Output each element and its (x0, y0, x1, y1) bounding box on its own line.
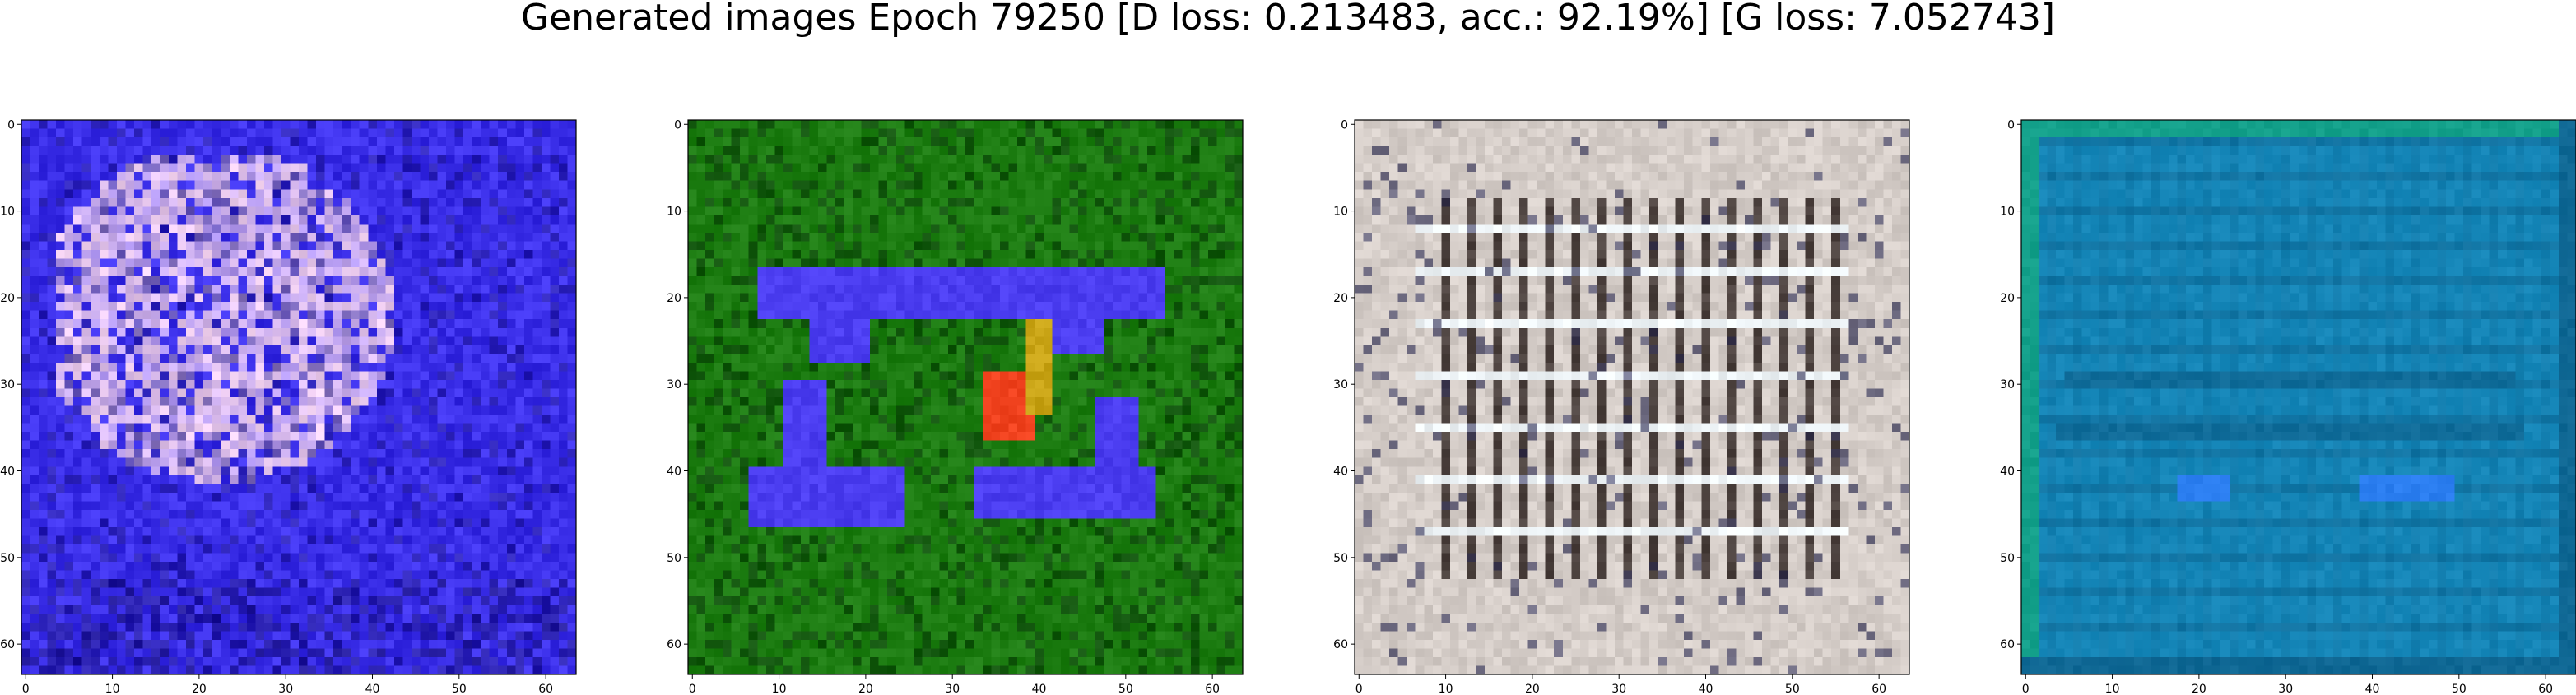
y-tick-label: 30 (667, 378, 681, 392)
generated-image-2 (688, 120, 1243, 674)
x-tick-label: 0 (22, 683, 30, 695)
generated-image-1 (21, 120, 576, 674)
y-tick-label: 0 (1341, 118, 1348, 132)
x-tick-label: 0 (689, 683, 696, 695)
y-tick-label: 60 (1333, 638, 1348, 651)
y-tick-label: 60 (2000, 638, 2015, 651)
x-tick-label: 50 (452, 683, 467, 695)
x-tick-label: 10 (2105, 683, 2120, 695)
y-tick-label: 10 (1333, 206, 1348, 219)
x-tick-label: 60 (1205, 683, 1220, 695)
x-tick-label: 20 (192, 683, 207, 695)
generated-image-panel-3: 0 0 10 10 20 20 30 30 40 40 50 50 60 60 (1355, 120, 1909, 674)
y-tick-label: 20 (2000, 292, 2015, 305)
y-tick-label: 50 (667, 552, 681, 565)
x-tick-label: 40 (1032, 683, 1047, 695)
y-tick-label: 20 (667, 292, 681, 305)
y-tick-label: 10 (667, 206, 681, 219)
y-tick-label: 40 (0, 466, 15, 479)
y-tick-label: 10 (2000, 206, 2015, 219)
x-tick-label: 10 (772, 683, 787, 695)
y-tick-label: 40 (667, 466, 681, 479)
x-tick-label: 60 (1872, 683, 1886, 695)
y-tick-label: 0 (674, 118, 681, 132)
y-tick-label: 50 (1333, 552, 1348, 565)
y-tick-label: 20 (1333, 292, 1348, 305)
y-tick-label: 20 (0, 292, 15, 305)
generated-image-panel-4: 0 0 10 10 20 20 30 30 40 40 50 50 60 60 (2021, 120, 2576, 674)
y-tick-label: 10 (0, 206, 15, 219)
y-tick-label: 60 (0, 638, 15, 651)
x-tick-label: 50 (1118, 683, 1133, 695)
x-tick-label: 50 (1785, 683, 1800, 695)
figure-title: Generated images Epoch 79250 [D loss: 0.… (0, 0, 2576, 36)
x-tick-label: 0 (2022, 683, 2030, 695)
y-tick-label: 0 (7, 118, 15, 132)
y-tick-label: 0 (2007, 118, 2015, 132)
y-tick-label: 50 (0, 552, 15, 565)
x-tick-label: 10 (1439, 683, 1453, 695)
x-tick-label: 30 (1611, 683, 1626, 695)
y-tick-label: 30 (0, 378, 15, 392)
y-tick-label: 50 (2000, 552, 2015, 565)
x-tick-label: 60 (538, 683, 553, 695)
x-tick-label: 30 (278, 683, 293, 695)
x-tick-label: 60 (2538, 683, 2553, 695)
generated-image-4 (2021, 120, 2576, 674)
x-tick-label: 50 (2452, 683, 2467, 695)
x-tick-label: 0 (1355, 683, 1363, 695)
y-tick-label: 30 (1333, 378, 1348, 392)
x-tick-label: 10 (105, 683, 120, 695)
y-tick-label: 60 (667, 638, 681, 651)
x-tick-label: 30 (2278, 683, 2293, 695)
generated-image-panel-1: 0 0 10 10 20 20 30 30 40 40 50 50 60 60 (21, 120, 576, 674)
generated-image-3 (1355, 120, 1909, 674)
x-tick-label: 20 (2192, 683, 2206, 695)
x-tick-label: 30 (945, 683, 960, 695)
y-tick-label: 40 (1333, 466, 1348, 479)
y-tick-label: 40 (2000, 466, 2015, 479)
x-tick-label: 40 (1699, 683, 1713, 695)
x-tick-label: 40 (365, 683, 380, 695)
generated-image-panel-2: 0 0 10 10 20 20 30 30 40 40 50 50 60 60 (688, 120, 1243, 674)
x-tick-label: 40 (2365, 683, 2380, 695)
y-tick-label: 30 (2000, 378, 2015, 392)
x-tick-label: 20 (1525, 683, 1540, 695)
x-tick-label: 20 (858, 683, 873, 695)
